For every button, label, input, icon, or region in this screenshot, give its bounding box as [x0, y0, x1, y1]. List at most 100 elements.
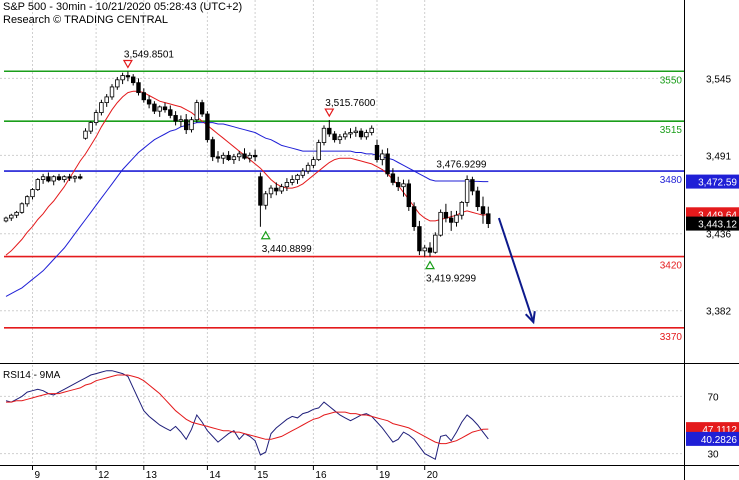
- candle-body: [305, 164, 311, 172]
- candle-body: [35, 179, 40, 190]
- swing-high-marker: [122, 59, 133, 69]
- candle-body: [104, 96, 109, 104]
- candle-body: [3, 217, 9, 222]
- candle-body: [136, 82, 141, 94]
- candle-body: [221, 154, 226, 159]
- rsi-line-rsi_ma: [6, 374, 489, 445]
- candle-body: [9, 214, 14, 219]
- axis-labels: 3550 3515 3480 3420 3370 3,382 3,436 3,491 3,545…: [32, 74, 731, 480]
- candle-body: [56, 176, 62, 180]
- candle-body: [342, 133, 348, 138]
- candle-body: [454, 214, 459, 223]
- level-label: 3515: [660, 125, 683, 136]
- candles: [3, 71, 491, 257]
- candle-body: [178, 119, 184, 122]
- candle-body: [480, 206, 486, 215]
- rsi-title: RSI14 - 9MA: [3, 370, 61, 381]
- candle-body: [316, 142, 321, 161]
- candle-body: [157, 106, 162, 112]
- candle-body: [199, 102, 205, 115]
- candle-body: [348, 132, 353, 135]
- candle-body: [295, 174, 300, 180]
- candle-body: [427, 247, 433, 253]
- rsi-lines: RSI14 - 9MA: [3, 370, 489, 461]
- candle-body: [475, 190, 480, 208]
- candle-body: [358, 130, 364, 138]
- chart-credit: Research © TRADING CENTRAL: [3, 14, 168, 26]
- candle-body: [364, 132, 369, 138]
- candle-body: [247, 154, 252, 159]
- candle-body: [311, 159, 316, 166]
- candle-body: [406, 183, 411, 208]
- swing-low-marker: [260, 230, 271, 240]
- candle-body: [443, 211, 449, 219]
- annotations: 3,549.8501 3,515.7600 3,476.9299 3,440.8899…: [122, 49, 536, 325]
- candle-body: [258, 176, 263, 206]
- candle-body: [268, 187, 274, 195]
- swing-high-label: 3,515.7600: [325, 98, 375, 109]
- level-label: 3420: [660, 261, 683, 272]
- candle-body: [263, 193, 268, 206]
- projection-arrow-shaft: [497, 217, 535, 323]
- badge-rsi-bg: [686, 431, 739, 446]
- level-label: 3370: [660, 332, 683, 343]
- candle-body: [67, 176, 72, 179]
- candle-body: [464, 179, 470, 203]
- candle-body: [385, 153, 390, 175]
- candle-body: [380, 153, 385, 161]
- candle-body: [470, 179, 475, 192]
- candle-body: [369, 127, 374, 133]
- candle-body: [279, 186, 284, 192]
- candle-body: [353, 130, 358, 133]
- projection-arrow-head: [524, 311, 536, 325]
- badge-rsi_ma: 47.1112: [702, 425, 737, 436]
- swing-low-marker: [424, 260, 436, 270]
- candle-body: [141, 92, 146, 101]
- candle-body: [486, 213, 491, 224]
- candle-body: [226, 154, 231, 161]
- candle-body: [252, 154, 258, 158]
- level-label: 3550: [660, 75, 683, 86]
- candle-body: [289, 179, 295, 183]
- badge-rsi: 40.2826: [701, 435, 738, 446]
- yaxis-tick: 3,491: [706, 151, 731, 162]
- candle-body: [51, 176, 56, 182]
- candle-body: [411, 206, 417, 228]
- candle-body: [78, 176, 83, 179]
- badge-ma_slow-bg: [686, 174, 739, 189]
- xaxis-tick-label: 20: [427, 470, 439, 480]
- candle-body: [173, 115, 178, 122]
- candle-body: [19, 203, 25, 213]
- candle-body: [422, 247, 427, 252]
- grid: [0, 0, 684, 465]
- candle-body: [146, 99, 152, 105]
- rsi-pane: [0, 365, 684, 465]
- xaxis-tick-label: 19: [379, 470, 391, 480]
- candle-body: [99, 102, 104, 113]
- candle-body: [72, 176, 78, 179]
- series-line-ma_slow: [5, 122, 489, 297]
- candle-body: [459, 201, 464, 216]
- candle-body: [236, 153, 242, 158]
- candle-body: [93, 112, 99, 123]
- candle-body: [120, 75, 125, 81]
- candle-body: [395, 182, 401, 188]
- yaxis-tick: 3,545: [706, 74, 731, 85]
- badge-ma_slow: 3,472.59: [698, 178, 737, 189]
- candle-body: [438, 211, 443, 236]
- candle-body: [152, 103, 157, 112]
- candle-body: [115, 79, 120, 88]
- candle-body: [300, 170, 305, 176]
- candle-body: [183, 119, 189, 131]
- xaxis-tick-label: 12: [98, 470, 110, 480]
- candle-body: [374, 144, 380, 161]
- xaxis-tick-label: 14: [209, 470, 221, 480]
- candle-body: [189, 119, 194, 131]
- yaxis-tick: 3,382: [706, 307, 731, 318]
- candle-body: [162, 106, 168, 111]
- level-lines: [4, 70, 684, 329]
- candle-body: [242, 153, 247, 159]
- candle-body: [130, 76, 136, 84]
- candle-body: [337, 136, 343, 141]
